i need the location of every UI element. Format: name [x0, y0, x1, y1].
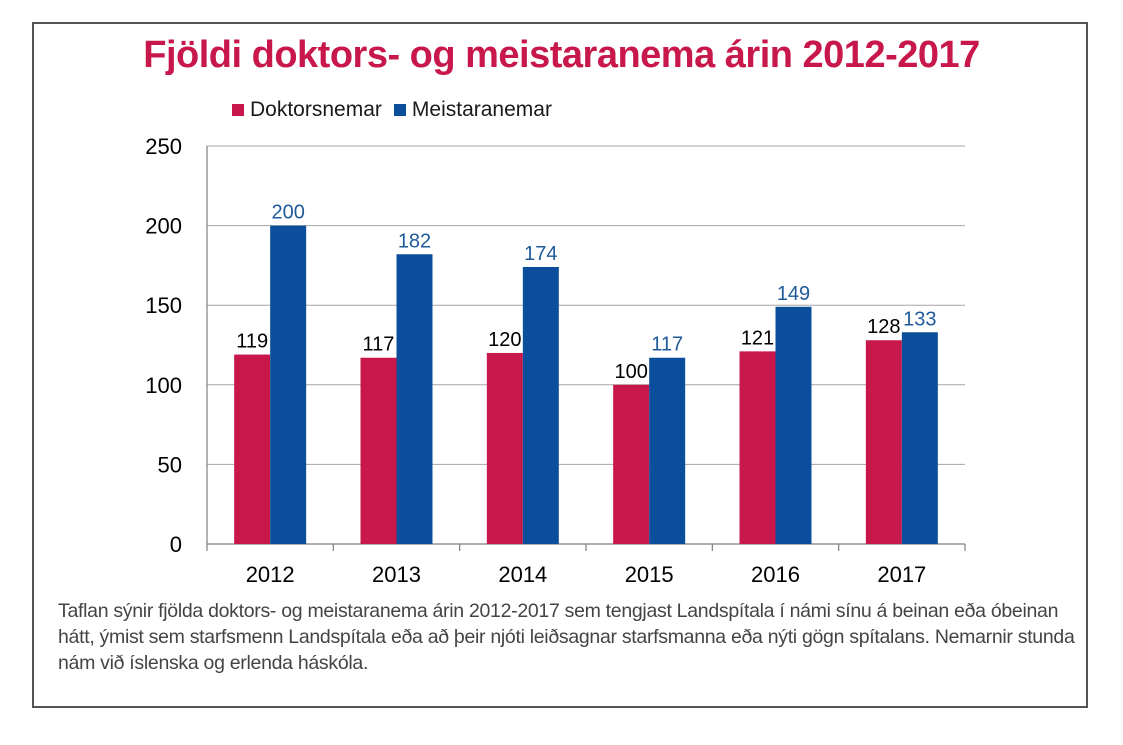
x-tick-label: 2014	[498, 562, 547, 587]
y-tick-label: 150	[145, 293, 182, 318]
data-label: 100	[614, 361, 647, 383]
bar-doktorsnemar-2012	[234, 354, 271, 544]
legend-item-doktorsnemar: Doktorsnemar	[232, 98, 382, 122]
y-tick-label: 50	[158, 452, 182, 477]
data-label: 174	[524, 243, 557, 265]
legend-swatch-doktorsnemar	[232, 104, 244, 116]
data-label: 117	[363, 334, 395, 356]
data-label: 128	[867, 316, 900, 338]
bar-meistaranemar-2014	[522, 266, 559, 544]
x-tick-label: 2015	[625, 562, 674, 587]
bar-doktorsnemar-2015	[613, 384, 650, 544]
legend-label-doktorsnemar: Doktorsnemar	[250, 98, 382, 121]
bar-meistaranemar-2016	[775, 306, 812, 544]
data-label: 117	[651, 334, 683, 356]
chart-legend: Doktorsnemar Meistaranemar	[232, 98, 564, 122]
y-tick-label: 250	[145, 134, 182, 159]
legend-item-meistaranemar: Meistaranemar	[393, 98, 552, 122]
data-label: 121	[741, 327, 774, 349]
bar-meistaranemar-2013	[396, 254, 433, 545]
bar-meistaranemar-2012	[270, 225, 307, 544]
data-label: 120	[488, 329, 521, 351]
legend-label-meistaranemar: Meistaranemar	[411, 98, 552, 121]
bar-doktorsnemar-2014	[486, 352, 523, 544]
chart-caption: Taflan sýnir fjölda doktors- og meistara…	[58, 600, 1075, 674]
legend-swatch-meistaranemar	[393, 104, 406, 116]
x-tick-label: 2017	[877, 562, 926, 587]
bar-doktorsnemar-2017	[865, 340, 902, 544]
chart-title: Fjöldi doktors- og meistaranema árin 201…	[143, 34, 980, 76]
x-tick-label: 2012	[246, 562, 295, 587]
y-tick-label: 100	[145, 373, 182, 398]
x-tick-label: 2013	[372, 562, 421, 587]
bar-meistaranemar-2017	[901, 332, 938, 544]
bar-doktorsnemar-2013	[360, 357, 397, 544]
x-tick-label: 2016	[751, 562, 800, 587]
data-label: 149	[777, 283, 810, 305]
bar-meistaranemar-2015	[649, 357, 686, 544]
data-label: 119	[236, 331, 268, 353]
data-label: 182	[398, 230, 431, 252]
bar-doktorsnemar-2016	[739, 351, 776, 544]
y-tick-label: 0	[170, 532, 182, 557]
y-tick-label: 200	[145, 214, 182, 239]
data-label: 133	[903, 308, 936, 330]
data-label: 200	[271, 202, 304, 224]
